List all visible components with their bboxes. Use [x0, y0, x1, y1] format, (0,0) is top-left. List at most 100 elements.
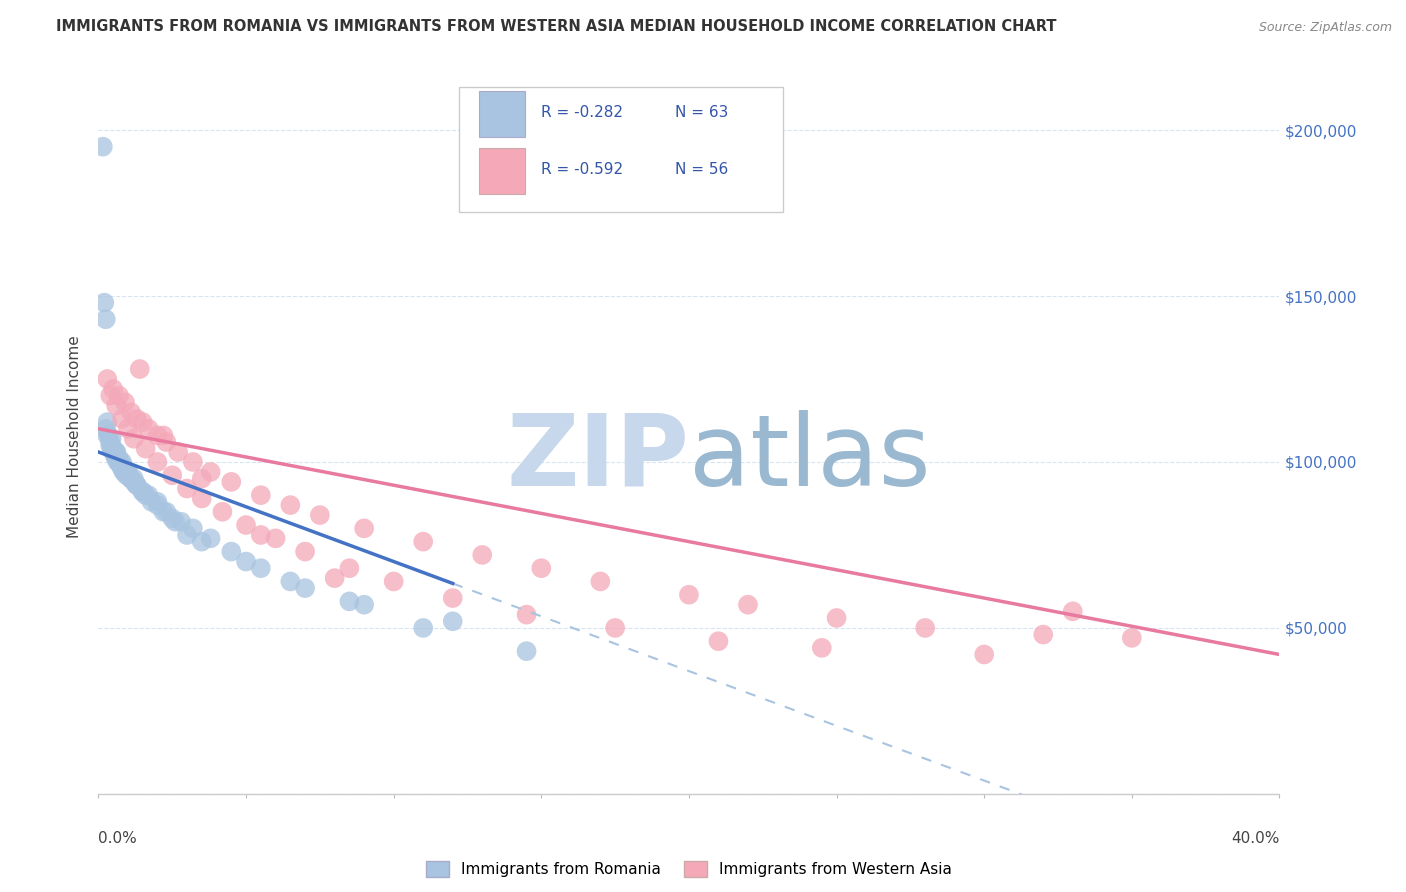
Point: [115, 468, 138, 483]
Point: [1121, 631, 1143, 645]
Text: R = -0.282: R = -0.282: [541, 105, 623, 120]
Point: [471, 548, 494, 562]
Point: [138, 422, 160, 436]
Point: [294, 581, 316, 595]
Point: [108, 388, 131, 402]
Point: [810, 640, 832, 655]
Point: [114, 395, 136, 409]
Point: [125, 412, 148, 426]
Point: [108, 455, 131, 469]
Point: [96, 428, 118, 442]
Point: [264, 531, 287, 545]
Point: [111, 461, 134, 475]
Point: [167, 445, 190, 459]
Point: [110, 458, 132, 473]
Point: [530, 561, 553, 575]
Point: [114, 461, 136, 475]
Point: [441, 615, 464, 629]
Point: [112, 465, 135, 479]
Point: [339, 561, 360, 575]
Point: [516, 644, 538, 658]
Point: [98, 438, 121, 452]
Point: [176, 482, 198, 496]
Point: [309, 508, 332, 522]
Point: [146, 495, 169, 509]
Point: [152, 505, 174, 519]
Point: [105, 399, 128, 413]
Point: [294, 544, 316, 558]
Point: [98, 435, 121, 450]
Text: Source: ZipAtlas.com: Source: ZipAtlas.com: [1258, 21, 1392, 34]
Point: [135, 488, 157, 502]
Point: [382, 574, 405, 589]
Point: [221, 475, 243, 489]
Point: [181, 521, 204, 535]
Point: [146, 428, 169, 442]
Point: [120, 472, 142, 486]
Point: [155, 505, 177, 519]
Point: [146, 455, 169, 469]
Point: [737, 598, 759, 612]
Point: [278, 498, 302, 512]
Point: [152, 428, 174, 442]
Point: [235, 555, 257, 569]
Point: [117, 465, 139, 479]
Point: [117, 468, 139, 483]
Text: R = -0.592: R = -0.592: [541, 162, 623, 177]
Point: [135, 442, 157, 456]
FancyBboxPatch shape: [478, 148, 524, 194]
Point: [93, 295, 115, 310]
Point: [117, 422, 139, 436]
Point: [120, 405, 142, 419]
Point: [162, 468, 183, 483]
Point: [111, 412, 134, 426]
Text: IMMIGRANTS FROM ROMANIA VS IMMIGRANTS FROM WESTERN ASIA MEDIAN HOUSEHOLD INCOME : IMMIGRANTS FROM ROMANIA VS IMMIGRANTS FR…: [56, 20, 1057, 34]
Point: [94, 422, 117, 436]
Point: [221, 544, 243, 558]
Point: [200, 531, 222, 545]
Point: [441, 591, 464, 605]
Point: [1032, 627, 1054, 641]
Point: [122, 475, 145, 489]
Point: [100, 432, 122, 446]
Point: [108, 451, 131, 466]
Point: [176, 528, 198, 542]
Point: [117, 465, 139, 479]
Point: [165, 515, 187, 529]
Point: [825, 611, 848, 625]
Point: [278, 574, 302, 589]
Point: [191, 472, 214, 486]
Point: [105, 445, 128, 459]
Point: [707, 634, 730, 648]
Point: [170, 515, 193, 529]
Point: [94, 312, 117, 326]
Point: [111, 458, 134, 473]
Text: 40.0%: 40.0%: [1232, 831, 1279, 846]
Point: [98, 388, 121, 402]
Point: [128, 362, 150, 376]
Point: [146, 498, 169, 512]
Point: [141, 495, 163, 509]
Point: [678, 588, 700, 602]
Text: N = 63: N = 63: [675, 105, 728, 120]
Point: [162, 511, 183, 525]
Point: [103, 445, 125, 459]
Point: [107, 455, 129, 469]
Point: [103, 382, 125, 396]
Point: [122, 472, 145, 486]
Point: [412, 534, 434, 549]
Point: [100, 442, 122, 456]
Point: [104, 448, 127, 462]
Text: 0.0%: 0.0%: [98, 831, 138, 846]
Point: [97, 428, 120, 442]
Point: [323, 571, 346, 585]
Point: [339, 594, 360, 608]
Point: [103, 442, 125, 456]
Point: [132, 484, 155, 499]
Y-axis label: Median Household Income: Median Household Income: [67, 335, 83, 539]
Point: [250, 528, 273, 542]
Point: [605, 621, 627, 635]
Point: [589, 574, 612, 589]
Point: [105, 451, 128, 466]
Legend: Immigrants from Romania, Immigrants from Western Asia: Immigrants from Romania, Immigrants from…: [420, 855, 957, 883]
